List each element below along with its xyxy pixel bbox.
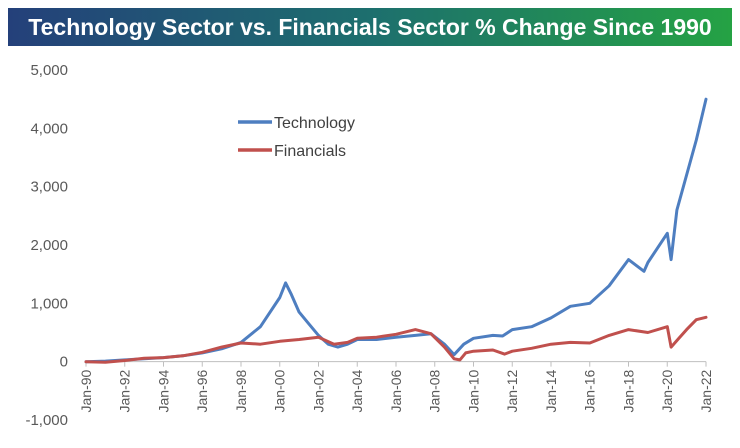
y-tick-label: -1,000 [25, 412, 68, 429]
x-tick-label: Jan-22 [698, 369, 714, 412]
series-lines [84, 97, 708, 364]
series-line-financials [84, 315, 708, 364]
x-tick-label: Jan-12 [504, 369, 520, 412]
x-tick-label: Jan-96 [194, 369, 210, 412]
x-tick-label: Jan-14 [543, 369, 559, 412]
y-tick-label: 1,000 [30, 295, 68, 312]
x-tick-label: Jan-10 [466, 369, 482, 412]
x-tick-label: Jan-16 [582, 369, 598, 412]
series-line-technology [84, 97, 708, 364]
legend-label-financials: Financials [274, 143, 346, 160]
x-tick-label: Jan-06 [388, 369, 404, 412]
legend: Technology Financials [238, 115, 355, 160]
x-tick-label: Jan-98 [233, 369, 249, 412]
x-axis: Jan-90 Jan-92 Jan-94 Jan-96 Jan-98 Jan-00 Jan-… [78, 361, 714, 412]
chart-title: Technology Sector vs. Financials Sector … [8, 8, 732, 46]
x-tick-label: Jan-90 [78, 369, 94, 412]
y-tick-label: 0 [60, 354, 68, 371]
x-tick-label: Jan-92 [117, 369, 133, 412]
x-tick-label: Jan-02 [311, 369, 327, 412]
legend-label-technology: Technology [274, 115, 355, 132]
x-tick-label: Jan-04 [349, 369, 365, 412]
y-tick-label: 5,000 [30, 62, 68, 79]
x-tick-label: Jan-18 [621, 369, 637, 412]
x-tick-label: Jan-94 [156, 369, 172, 412]
y-axis-labels: 5,000 4,000 3,000 2,000 1,000 0 -1,000 [25, 62, 68, 429]
y-tick-label: 3,000 [30, 179, 68, 196]
x-tick-label: Jan-00 [272, 369, 288, 412]
x-tick-label: Jan-08 [427, 369, 443, 412]
y-tick-label: 4,000 [30, 120, 68, 137]
x-tick-label: Jan-20 [659, 369, 675, 412]
y-tick-label: 2,000 [30, 237, 68, 254]
